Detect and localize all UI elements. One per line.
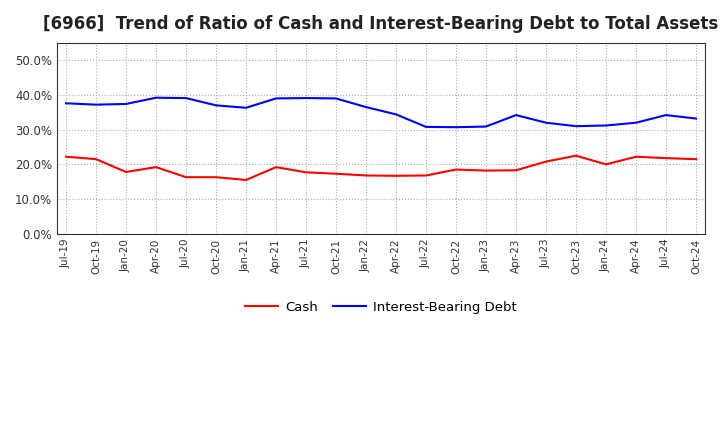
Interest-Bearing Debt (122, 101, 130, 106)
Interest-Bearing Debt (181, 95, 190, 101)
Cash (62, 154, 71, 159)
Cash (692, 157, 701, 162)
Interest-Bearing Debt (602, 123, 611, 128)
Cash (392, 173, 400, 179)
Legend: Cash, Interest-Bearing Debt: Cash, Interest-Bearing Debt (240, 295, 522, 319)
Interest-Bearing Debt (572, 124, 580, 129)
Cash (302, 170, 310, 175)
Line: Cash: Cash (66, 156, 696, 180)
Cash (361, 173, 370, 178)
Line: Interest-Bearing Debt: Interest-Bearing Debt (66, 98, 696, 127)
Interest-Bearing Debt (662, 113, 670, 118)
Interest-Bearing Debt (361, 104, 370, 110)
Cash (181, 175, 190, 180)
Cash (152, 165, 161, 170)
Cash (422, 173, 431, 178)
Title: [6966]  Trend of Ratio of Cash and Interest-Bearing Debt to Total Assets: [6966] Trend of Ratio of Cash and Intere… (43, 15, 719, 33)
Interest-Bearing Debt (422, 124, 431, 129)
Interest-Bearing Debt (302, 95, 310, 101)
Interest-Bearing Debt (152, 95, 161, 100)
Cash (332, 171, 341, 176)
Interest-Bearing Debt (332, 96, 341, 101)
Cash (662, 155, 670, 161)
Interest-Bearing Debt (512, 113, 521, 118)
Cash (122, 169, 130, 175)
Interest-Bearing Debt (392, 112, 400, 117)
Interest-Bearing Debt (271, 96, 280, 101)
Cash (572, 153, 580, 158)
Cash (91, 157, 100, 162)
Cash (512, 168, 521, 173)
Cash (631, 154, 640, 159)
Interest-Bearing Debt (62, 101, 71, 106)
Interest-Bearing Debt (212, 103, 220, 108)
Interest-Bearing Debt (242, 105, 251, 110)
Cash (482, 168, 490, 173)
Interest-Bearing Debt (482, 124, 490, 129)
Cash (451, 167, 460, 172)
Cash (602, 162, 611, 167)
Cash (242, 177, 251, 183)
Interest-Bearing Debt (541, 120, 550, 125)
Cash (212, 175, 220, 180)
Interest-Bearing Debt (91, 102, 100, 107)
Cash (541, 159, 550, 164)
Cash (271, 165, 280, 170)
Interest-Bearing Debt (692, 116, 701, 121)
Interest-Bearing Debt (631, 120, 640, 125)
Interest-Bearing Debt (451, 125, 460, 130)
